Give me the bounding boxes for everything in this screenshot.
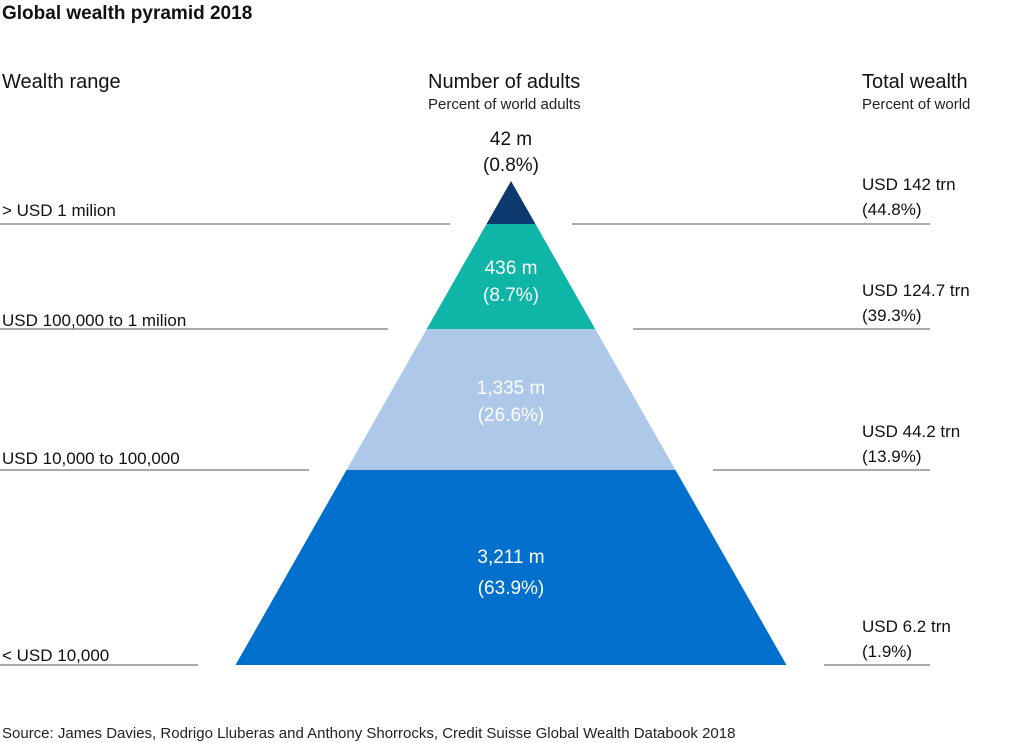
adults-count-label: 3,211 m: [477, 547, 544, 568]
adults-count-label: 42 m: [490, 129, 532, 150]
source-note: Source: James Davies, Rodrigo Lluberas a…: [2, 725, 735, 742]
pyramid-layers: > USD 1 milion USD 142 trn (44.8%) 42 m (0.8…: [0, 129, 970, 666]
total-wealth-value: USD 6.2 trn: [862, 617, 951, 636]
percent-world-adults-subheader: Percent of world adults: [428, 96, 581, 113]
adults-count-label: 436 m: [485, 258, 538, 279]
adults-percent-label: (0.8%): [483, 155, 539, 176]
total-wealth-percent: (13.9%): [862, 447, 922, 466]
wealth-range-label: < USD 10,000: [2, 646, 109, 665]
total-wealth-value: USD 124.7 trn: [862, 281, 970, 300]
pyramid-level-4: [235, 470, 787, 665]
pyramid-level-3: [346, 329, 676, 470]
adults-percent-label: (26.6%): [478, 405, 545, 426]
total-wealth-value: USD 142 trn: [862, 175, 956, 194]
adults-percent-label: (8.7%): [483, 285, 539, 306]
wealth-range-label: USD 100,000 to 1 milion: [2, 311, 186, 330]
wealth-range-label: USD 10,000 to 100,000: [2, 449, 180, 468]
total-wealth-percent: (44.8%): [862, 200, 922, 219]
wealth-range-header: Wealth range: [2, 71, 121, 93]
total-wealth-percent: (39.3%): [862, 306, 922, 325]
adults-percent-label: (63.9%): [478, 578, 545, 599]
percent-world-subheader: Percent of world: [862, 96, 970, 113]
total-wealth-percent: (1.9%): [862, 642, 912, 661]
total-wealth-header: Total wealth: [862, 71, 968, 93]
pyramid-level-1: [486, 181, 536, 224]
pyramid-level-2: [426, 224, 596, 329]
chart-title: Global wealth pyramid 2018: [2, 3, 252, 24]
wealth-range-label: > USD 1 milion: [2, 201, 116, 220]
total-wealth-value: USD 44.2 trn: [862, 422, 960, 441]
number-of-adults-header: Number of adults: [428, 71, 580, 93]
adults-count-label: 1,335 m: [477, 378, 546, 399]
